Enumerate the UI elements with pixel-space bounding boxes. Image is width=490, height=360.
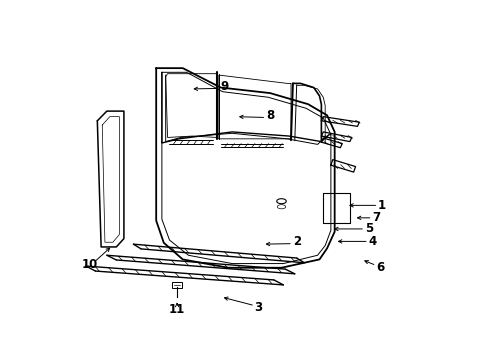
Text: 7: 7 xyxy=(372,211,381,224)
Text: 4: 4 xyxy=(368,235,377,248)
Text: 8: 8 xyxy=(266,109,274,122)
Text: 9: 9 xyxy=(220,80,229,93)
Text: 11: 11 xyxy=(169,303,185,316)
Text: 10: 10 xyxy=(82,258,98,271)
Text: 5: 5 xyxy=(365,222,373,235)
Text: 3: 3 xyxy=(255,301,263,314)
Text: 6: 6 xyxy=(376,261,384,274)
Text: 1: 1 xyxy=(378,199,386,212)
Text: 2: 2 xyxy=(293,235,301,248)
